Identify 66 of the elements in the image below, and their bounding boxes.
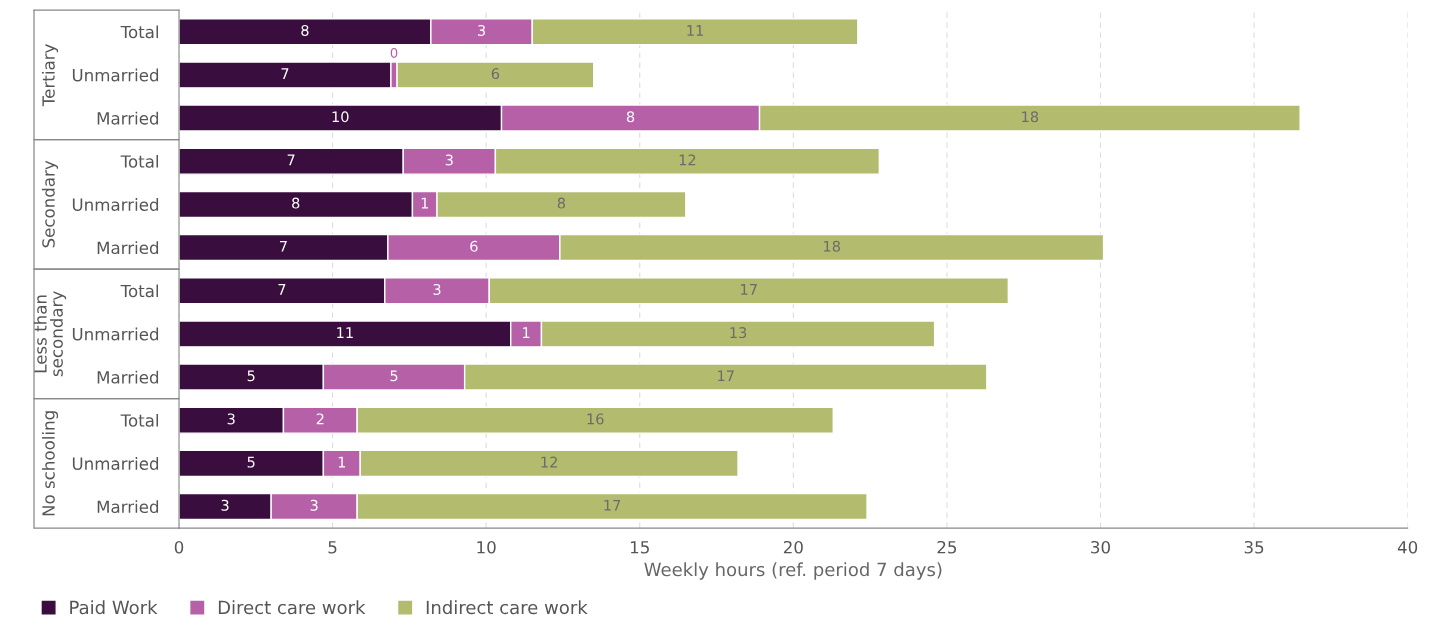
x-tick-label: 5	[328, 541, 337, 554]
data-label: 8	[292, 197, 300, 209]
legend-label: Direct care work	[218, 600, 366, 615]
data-label: 8	[301, 24, 309, 36]
text: Less than secondary	[33, 291, 67, 377]
x-tick-label: 35	[1244, 540, 1264, 554]
text: Secondary	[41, 160, 59, 248]
data-label: 11	[687, 25, 703, 36]
data-label: 1	[523, 327, 530, 338]
data-label: 7	[287, 154, 295, 166]
data-label: 17	[741, 284, 757, 295]
data-label: 17	[718, 370, 734, 382]
data-label: 1	[421, 197, 429, 209]
y-tick-label: Married	[97, 500, 159, 514]
y-tick-label: Married	[97, 111, 159, 125]
y-tick-label: Unmarried	[72, 457, 159, 470]
data-label: 11	[337, 327, 353, 338]
data-label: 3	[478, 24, 486, 36]
y-tick-label: Married	[97, 370, 159, 384]
y-tick-label: Married	[97, 241, 159, 255]
data-label: 13	[730, 327, 747, 339]
y-tick-label: Total	[120, 284, 158, 298]
data-label: 5	[247, 456, 255, 468]
x-tick-label: 25	[937, 540, 957, 554]
data-label: 18	[824, 240, 840, 252]
data-label: 6	[470, 240, 478, 252]
x-tick-label: 0	[174, 540, 184, 554]
data-label: 8	[626, 111, 635, 123]
data-label: 7	[278, 284, 286, 295]
y-tick-label: Unmarried	[72, 68, 159, 82]
x-tick-label: 40	[1397, 540, 1418, 554]
text: Tertiary	[41, 44, 59, 107]
data-label: 3	[221, 499, 229, 511]
data-label: 3	[433, 283, 441, 295]
data-label: 12	[541, 456, 557, 468]
data-label: 3	[310, 499, 318, 511]
data-label: 18	[1022, 111, 1039, 123]
text: No schooling	[41, 411, 59, 516]
x-tick-label: 20	[783, 540, 803, 554]
data-label: 17	[604, 499, 621, 511]
data-label: 16	[587, 413, 604, 425]
data-label: 5	[390, 370, 398, 382]
data-label: 3	[227, 413, 235, 425]
y-tick-label: Total	[120, 154, 158, 168]
data-label: 3	[445, 154, 453, 166]
x-tick-label: 10	[477, 540, 496, 554]
data-label: 1	[338, 456, 346, 468]
y-tick-label: Total	[120, 413, 158, 427]
y-tick-label: Total	[120, 25, 158, 39]
y-tick-label: Unmarried	[72, 198, 159, 211]
data-label: 5	[247, 370, 255, 382]
legend-label: Paid Work	[70, 600, 158, 615]
data-label: 8	[557, 197, 566, 209]
data-label: 10	[332, 111, 349, 123]
x-tick-label: 30	[1091, 540, 1110, 554]
bar	[179, 61, 392, 89]
x-axis-title: Weekly hours (ref. period 7 days)	[644, 562, 942, 580]
data-label: 7	[279, 240, 287, 252]
data-label: 6	[491, 68, 500, 80]
data-label: 12	[679, 154, 696, 166]
legend-label: Indirect care work	[426, 600, 588, 615]
x-tick-label: 15	[630, 541, 649, 554]
data-label: 2	[316, 413, 324, 425]
data-label: 0	[390, 47, 398, 58]
data-label: 7	[281, 68, 289, 79]
y-tick-label: Unmarried	[72, 327, 159, 341]
